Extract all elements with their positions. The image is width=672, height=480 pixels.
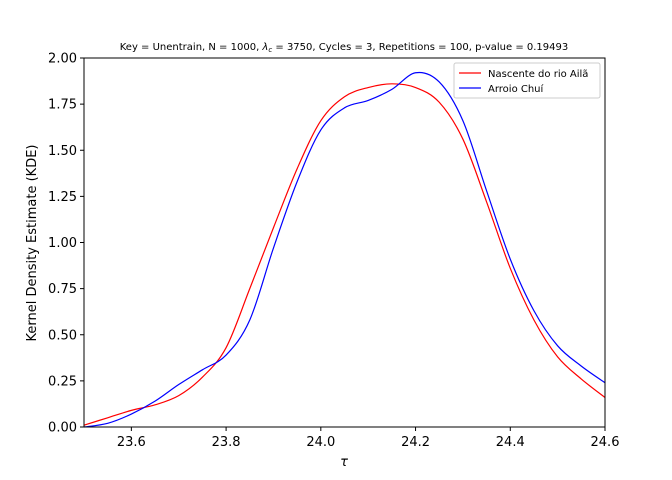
- legend: Nascente do rio Ailã Arroio Chuí: [453, 62, 601, 99]
- y-tick-label: 0.75: [48, 282, 77, 297]
- plot-frame: [83, 57, 606, 428]
- x-tick-label: 24.2: [401, 435, 430, 450]
- legend-box: [453, 62, 601, 99]
- x-tick-label: 24.6: [591, 435, 620, 450]
- y-tick-label: 0.50: [48, 328, 77, 343]
- x-axis: 23.6 23.8 24.0 24.2 24.4 24.6: [117, 427, 620, 450]
- y-axis: 0.00 0.25 0.50 0.75 1.00 1.25 1.50 1.75 2.00: [48, 52, 84, 436]
- y-tick-label: 1.50: [48, 144, 77, 159]
- x-tick-label: 24.0: [306, 435, 335, 450]
- y-tick-label: 2.00: [48, 52, 77, 67]
- legend-label-arroio: Arroio Chuí: [488, 83, 545, 95]
- y-tick-label: 1.25: [48, 190, 77, 205]
- series-line-1: [83, 71, 606, 428]
- x-tick-label: 23.6: [117, 435, 146, 450]
- chart-title: Key = Unentrain, N = 1000, λc = 3750, Cy…: [120, 42, 568, 54]
- x-tick-label: 23.8: [212, 435, 241, 450]
- y-tick-label: 1.00: [48, 236, 77, 251]
- y-tick-label: 0.00: [48, 421, 77, 436]
- y-axis-label: Kernel Density Estimate (KDE): [25, 145, 40, 342]
- legend-label-nascente: Nascente do rio Ailã: [488, 69, 588, 80]
- x-axis-label: τ: [340, 455, 348, 470]
- series-layer: [83, 71, 606, 428]
- series-line-0: [83, 83, 606, 426]
- x-tick-label: 24.4: [496, 435, 525, 450]
- y-tick-label: 0.25: [48, 374, 77, 389]
- y-tick-label: 1.75: [48, 98, 77, 113]
